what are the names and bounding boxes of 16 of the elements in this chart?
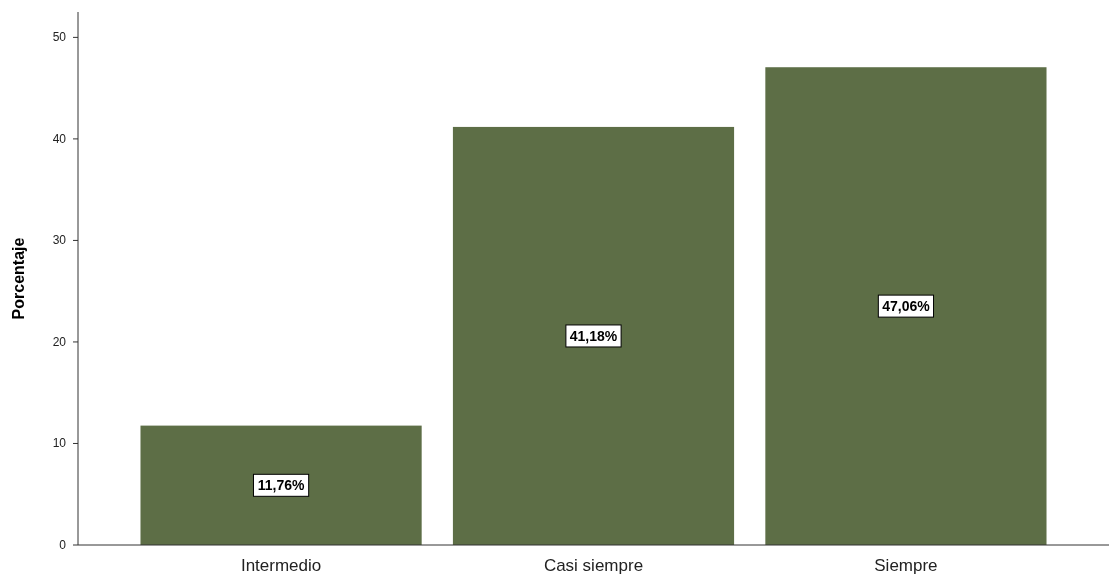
bar: [140, 425, 422, 545]
y-tick-label: 40: [52, 131, 67, 146]
bar: [452, 126, 735, 545]
x-tick-label: Intermedio: [240, 556, 322, 575]
data-label: 47,06%: [882, 298, 931, 315]
y-tick-label: 0: [59, 538, 67, 552]
bar: [765, 67, 1047, 545]
x-tick-label: Casi siempre: [543, 556, 644, 575]
y-tick-label: 30: [52, 233, 67, 248]
data-label: 41,18%: [569, 327, 618, 344]
y-tick-label: 50: [52, 30, 67, 45]
y-tick-label: 10: [52, 436, 67, 451]
y-tick-label: 20: [52, 334, 67, 349]
data-label: 11,76%: [257, 477, 305, 494]
y-axis-title: Porcentaje: [10, 237, 27, 320]
x-tick-label: Siempre: [874, 556, 938, 575]
